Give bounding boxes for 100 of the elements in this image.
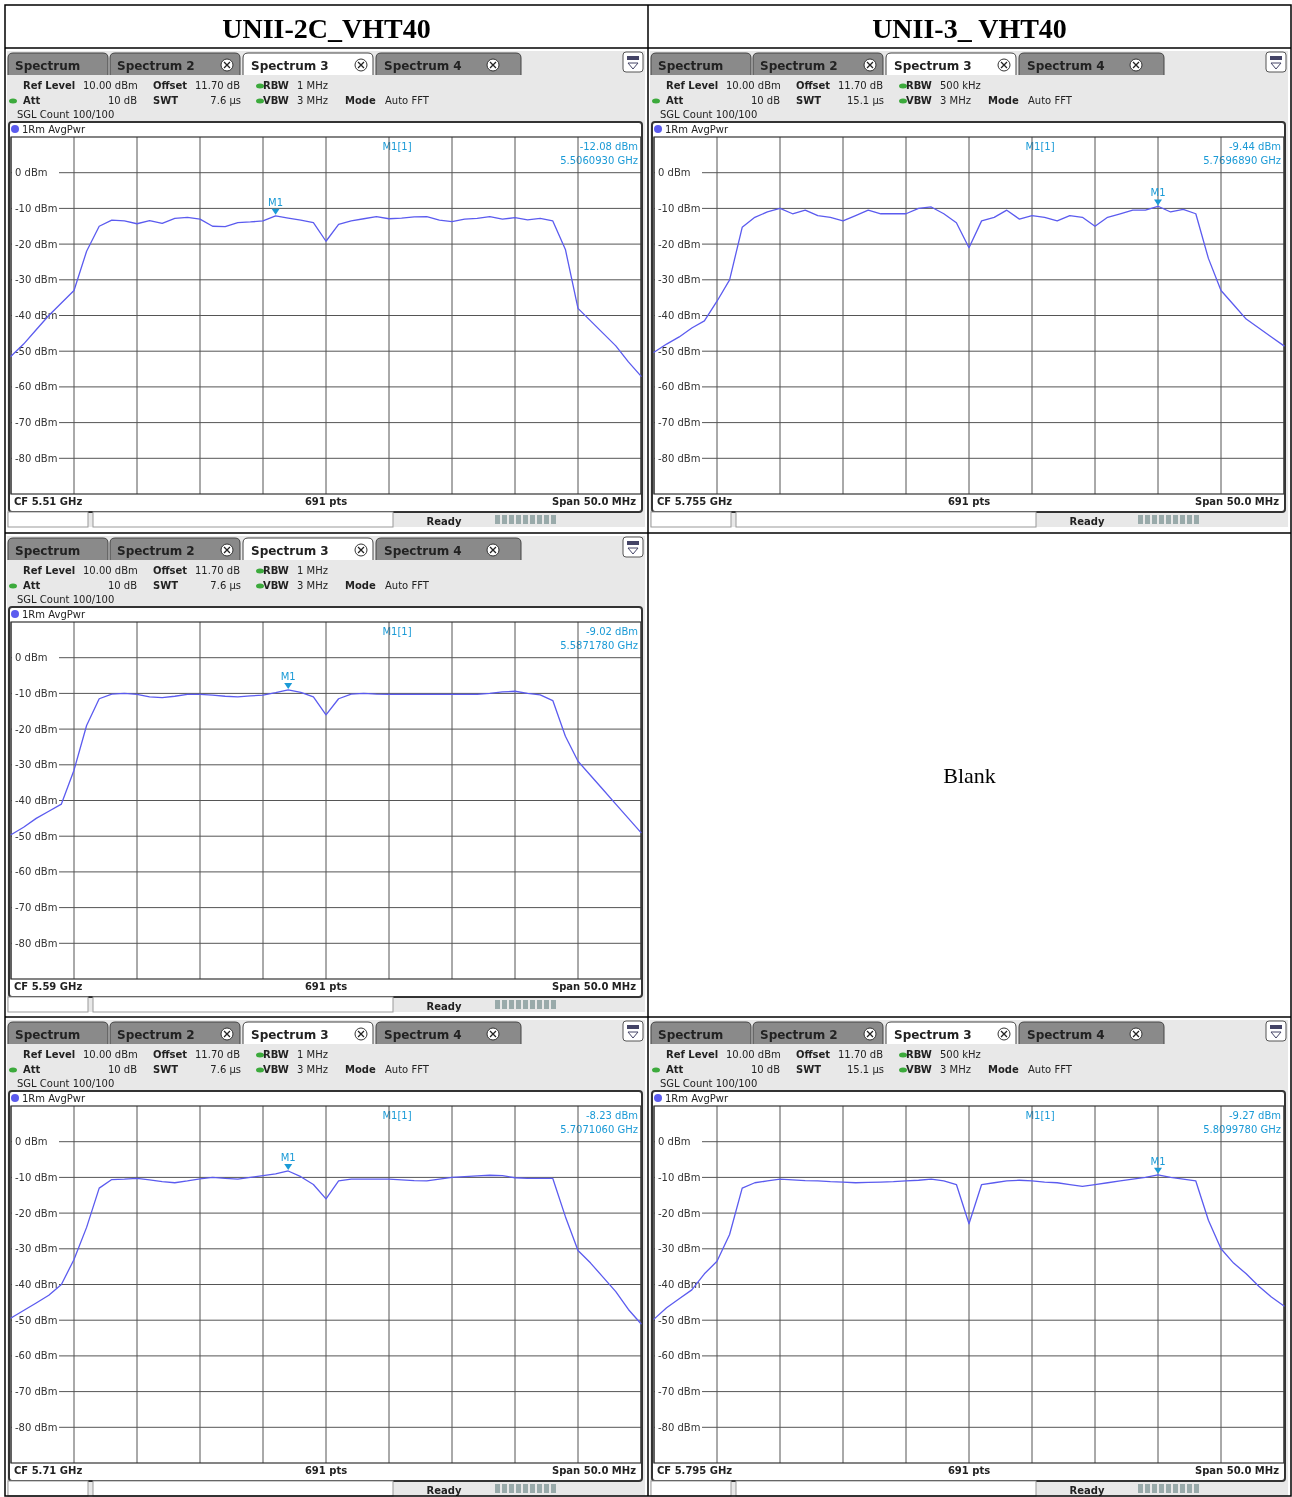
annotation: -9.02 dBm <box>585 626 638 637</box>
text: CF 5.51 GHz <box>14 496 83 507</box>
text: 691 pts <box>947 1465 991 1476</box>
annotation: M1[1] <box>382 626 412 637</box>
text: RBW <box>263 1049 289 1060</box>
text: CF 5.59 GHz <box>14 981 83 992</box>
text: 10.00 dBm <box>83 565 138 576</box>
text: VBW <box>263 1064 289 1075</box>
text: Ready <box>426 516 462 527</box>
text: 10.00 dBm <box>83 80 138 91</box>
y-tick-label: -30 dBm <box>15 1243 58 1255</box>
y-tick-label: -40 dBm <box>15 1279 58 1290</box>
text: Ref Level <box>23 1049 76 1060</box>
text: Spectrum 2 <box>760 59 838 73</box>
chart-title: UNII-2C_VHT40 <box>222 13 431 44</box>
legend-label: 1Rm AvgPwr <box>22 1092 86 1104</box>
text: Mode <box>988 95 1019 106</box>
text: Spectrum 2 <box>117 1028 195 1042</box>
text: Spectrum 3 <box>251 59 329 73</box>
text: 3 MHz <box>297 580 328 591</box>
text: Spectrum <box>15 1028 81 1042</box>
text: VBW <box>263 580 289 591</box>
text: CF 5.795 GHz <box>657 1465 733 1476</box>
text: Span 50.0 MHz <box>551 496 637 507</box>
text: 7.6 µs <box>210 1064 241 1075</box>
text: Offset <box>796 1049 831 1060</box>
text: Att <box>23 580 41 591</box>
text: Ready <box>426 1485 462 1496</box>
text: Spectrum 3 <box>251 1028 329 1042</box>
text: 7.6 µs <box>210 95 241 106</box>
text: 500 kHz <box>940 1049 981 1060</box>
text: SGL Count 100/100 <box>17 594 115 605</box>
text: SWT <box>153 1064 179 1075</box>
text: 691 pts <box>947 496 991 507</box>
annotation: M1[1] <box>382 1110 412 1121</box>
text: Spectrum 4 <box>384 544 462 558</box>
text: 3 MHz <box>940 1064 971 1075</box>
legend-label: 1Rm AvgPwr <box>22 608 86 620</box>
text: VBW <box>263 95 289 106</box>
text: Span 50.0 MHz <box>1194 1465 1280 1476</box>
text: SGL Count 100/100 <box>17 1078 115 1089</box>
text: Spectrum 2 <box>117 59 195 73</box>
text: VBW <box>906 95 932 106</box>
text: Offset <box>153 1049 188 1060</box>
text: Auto FFT <box>385 95 430 106</box>
text: Att <box>23 1064 41 1075</box>
text: Mode <box>988 1064 1019 1075</box>
annotation: -9.44 dBm <box>1228 141 1281 152</box>
y-tick-label: -40 dBm <box>15 795 58 806</box>
text: Spectrum 3 <box>251 544 329 558</box>
text: Spectrum 3 <box>894 59 972 73</box>
y-tick-label: -80 dBm <box>658 1421 701 1433</box>
y-tick-label: -50 dBm <box>658 1314 701 1326</box>
text: Span 50.0 MHz <box>551 1465 637 1476</box>
text: SWT <box>153 95 179 106</box>
y-tick-label: -10 dBm <box>15 202 58 214</box>
y-tick-label: -20 dBm <box>658 1207 701 1219</box>
annotation: 5.7696890 GHz <box>1203 155 1281 166</box>
text: Ref Level <box>666 80 719 91</box>
y-tick-label: -20 dBm <box>15 1207 58 1219</box>
text: 691 pts <box>304 981 348 992</box>
y-tick-label: -70 dBm <box>15 902 58 914</box>
text: CF 5.755 GHz <box>657 496 733 507</box>
y-tick-label: -50 dBm <box>658 345 701 357</box>
text: SGL Count 100/100 <box>660 109 758 120</box>
y-tick-label: -10 dBm <box>15 687 58 699</box>
text: RBW <box>263 80 289 91</box>
y-tick-label: -50 dBm <box>15 830 58 842</box>
y-tick-label: -30 dBm <box>15 274 58 286</box>
text: 11.70 dB <box>195 565 241 576</box>
y-tick-label: 0 dBm <box>658 1136 691 1148</box>
y-tick-label: -60 dBm <box>15 381 58 393</box>
y-tick-label: -10 dBm <box>15 1171 58 1183</box>
text: 10.00 dBm <box>726 1049 781 1060</box>
text: Mode <box>345 95 376 106</box>
text: SWT <box>153 580 179 591</box>
text: 11.70 dB <box>195 80 241 91</box>
text: 11.70 dB <box>838 1049 884 1060</box>
text: SWT <box>796 1064 822 1075</box>
text: Spectrum 3 <box>894 1028 972 1042</box>
text: Att <box>23 95 41 106</box>
text: 11.70 dB <box>195 1049 241 1060</box>
annotation: -12.08 dBm <box>579 141 638 152</box>
text: Ready <box>1069 516 1105 527</box>
text: Auto FFT <box>385 580 430 591</box>
text: 500 kHz <box>940 80 981 91</box>
y-tick-label: -60 dBm <box>15 866 58 878</box>
text: 691 pts <box>304 496 348 507</box>
annotation: 5.8099780 GHz <box>1203 1124 1281 1135</box>
y-tick-label: -30 dBm <box>658 1243 701 1255</box>
y-tick-label: -60 dBm <box>658 1350 701 1362</box>
text: 3 MHz <box>940 95 971 106</box>
annotation: 5.5871780 GHz <box>560 640 638 651</box>
y-tick-label: -10 dBm <box>658 1171 701 1183</box>
chart-title: UNII-3_ VHT40 <box>872 13 1067 44</box>
text: Spectrum <box>658 59 724 73</box>
annotation: M1[1] <box>1025 1110 1055 1121</box>
text: Offset <box>796 80 831 91</box>
y-tick-label: -30 dBm <box>658 274 701 286</box>
text: Spectrum 4 <box>1027 59 1105 73</box>
